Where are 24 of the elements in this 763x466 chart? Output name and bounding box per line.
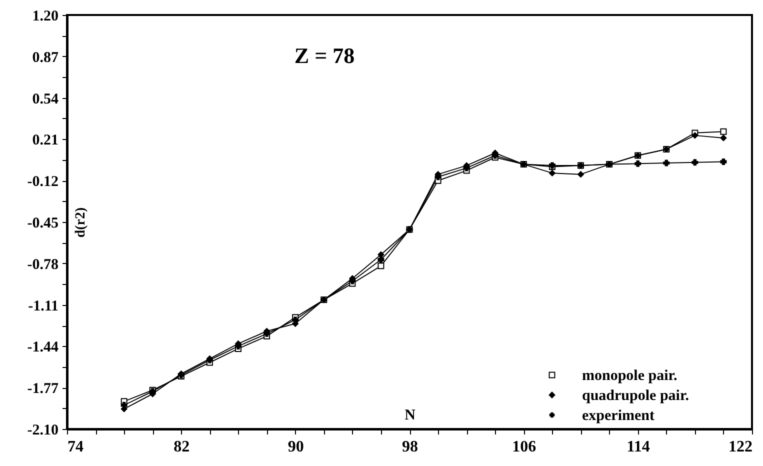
y-tick-label: -0.78 [27,256,58,273]
x-tick-label: 122 [728,438,752,456]
y-tick-label: 0.54 [32,91,59,108]
y-tick-label: -0.45 [27,216,58,232]
y-axis-title: d(r2) [74,207,88,238]
x-tick-label: 98 [402,438,418,456]
legend-label: monopole pair. [582,368,678,384]
y-tick-label: -1.11 [28,298,58,314]
y-tick-label: -1.77 [27,381,59,398]
legend-label: experiment [582,408,654,424]
text: Z = 78 [294,43,355,68]
x-tick-label: 82 [174,438,190,456]
y-tick-label: -0.12 [27,174,58,190]
x-tick-label: 114 [626,438,650,456]
x-axis-title: N [404,408,416,424]
y-tick-label: 1.20 [32,8,58,24]
x-tick-label: 74 [68,438,84,456]
x-tick-label: 106 [512,438,536,456]
y-tick-label: -1.44 [27,340,59,356]
y-tick-label: -2.10 [27,422,58,438]
y-tick-label: 0.87 [32,50,59,66]
legend-label: quadrupole pair. [582,388,690,404]
x-tick-label: 90 [288,438,304,456]
y-tick-label: 0.21 [32,132,58,149]
